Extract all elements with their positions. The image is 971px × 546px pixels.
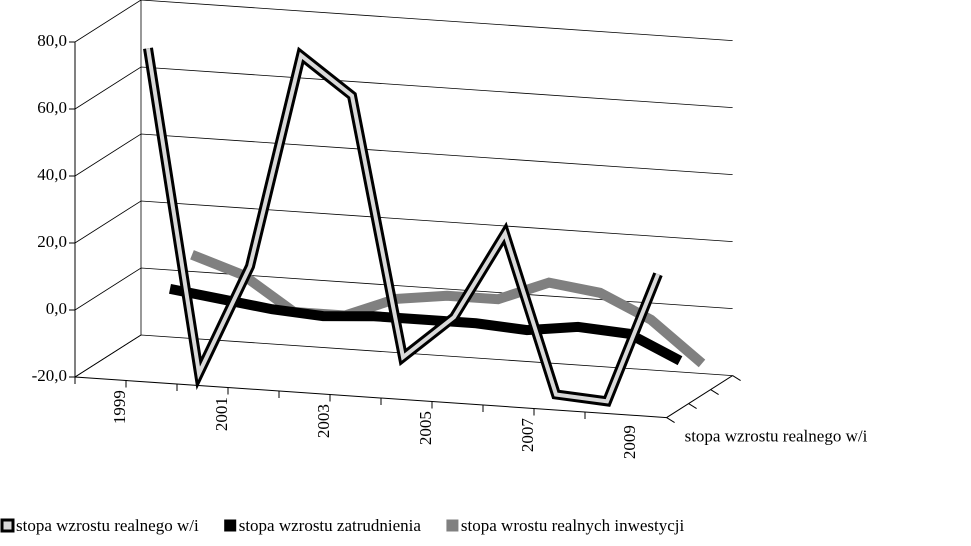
- x-tick-label: 2007: [518, 418, 537, 453]
- grid-line: [74, 66, 733, 110]
- series-line: [146, 47, 660, 404]
- axis: [74, 42, 733, 419]
- x-tick-label: 2005: [416, 411, 435, 445]
- legend-swatch: [0, 518, 15, 533]
- legend-swatch: [224, 519, 237, 532]
- series-line: [190, 250, 706, 368]
- grid-line: [74, 0, 733, 43]
- y-tick-label: 80,0: [37, 31, 67, 50]
- legend-swatch: [446, 519, 459, 532]
- y-tick-label: 60,0: [37, 98, 67, 117]
- grid-line: [74, 133, 733, 177]
- y-tick-label: 40,0: [37, 165, 67, 184]
- axis: [74, 0, 142, 378]
- depth-tick: [666, 417, 675, 424]
- legend-label: stopa wrostu realnych inwestycji: [461, 516, 685, 535]
- legend-label: stopa wzrostu realnego w/i: [16, 516, 199, 535]
- y-tick-label: 20,0: [37, 232, 67, 251]
- depth-tick: [732, 375, 741, 382]
- y-tick-label: 0,0: [46, 299, 67, 318]
- x-tick-label: 2003: [314, 404, 333, 438]
- depth-tick: [688, 403, 697, 410]
- depth-tick: [710, 389, 719, 396]
- x-tick-label: 1999: [110, 390, 129, 424]
- legend-label: stopa wzrostu zatrudnienia: [239, 516, 422, 535]
- x-tick-label: 2001: [212, 397, 231, 431]
- series-line: [169, 283, 683, 366]
- y-tick-label: -20,0: [32, 366, 67, 385]
- depth-label: stopa wzrostu realnego w/i: [685, 427, 868, 446]
- x-tick-label: 2009: [620, 425, 639, 459]
